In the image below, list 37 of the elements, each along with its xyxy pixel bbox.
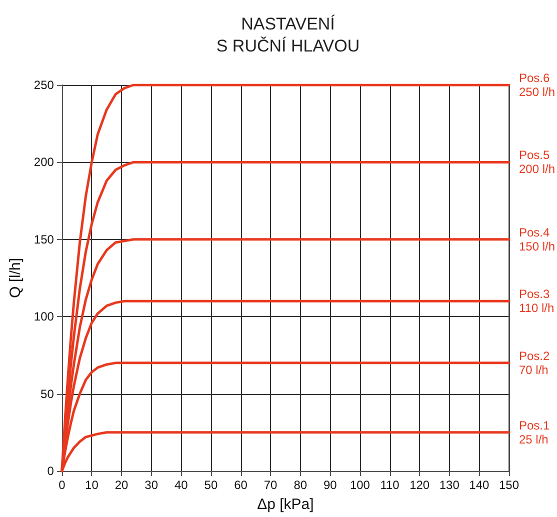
x-tick-label: 90	[323, 478, 338, 492]
x-tick-label: 30	[144, 478, 158, 492]
y-tick-label: 250	[34, 78, 54, 92]
x-tick-label: 140	[469, 478, 490, 492]
y-tick-label: 0	[47, 464, 54, 478]
x-tick-label: 100	[350, 478, 370, 492]
series-label: Pos.3	[519, 287, 550, 302]
x-tick-label: 10	[85, 478, 99, 492]
x-tick-label: 110	[380, 478, 400, 492]
series-label: Pos.5	[519, 148, 550, 162]
x-tick-label: 40	[174, 478, 188, 492]
series-label: Pos.1	[519, 418, 550, 432]
x-tick-label: 150	[498, 478, 520, 492]
x-tick-label: 70	[264, 478, 278, 492]
text: 70 l/h	[519, 362, 548, 377]
series-label: Pos.2	[519, 348, 550, 363]
y-axis-title: Q [l/h]	[7, 258, 24, 298]
y-tick-label: 100	[34, 310, 54, 324]
x-tick-label: 130	[439, 478, 460, 492]
text: 150 l/h	[519, 239, 556, 254]
series-label: Pos.4	[519, 225, 550, 240]
x-axis-title: Δp [kPa]	[257, 496, 314, 513]
text: 250 l/h	[519, 85, 556, 99]
y-tick-label: 150	[34, 232, 54, 246]
x-tick-label: 120	[410, 478, 430, 492]
x-tick-label: 20	[114, 478, 129, 492]
x-tick-label: 50	[204, 478, 218, 492]
x-tick-label: 0	[58, 478, 66, 492]
text: 200 l/h	[519, 162, 556, 176]
series-label: Pos.6	[519, 71, 550, 85]
text: 110 l/h	[519, 301, 554, 316]
x-tick-label: 60	[234, 478, 248, 492]
x-tick-label: 80	[294, 478, 308, 492]
y-tick-label: 200	[34, 155, 54, 170]
text: 25 l/h	[519, 432, 548, 446]
chart-title: NASTAVENÍ S RUČNÍ HLAVOU	[216, 14, 360, 56]
y-tick-label: 50	[40, 386, 54, 401]
